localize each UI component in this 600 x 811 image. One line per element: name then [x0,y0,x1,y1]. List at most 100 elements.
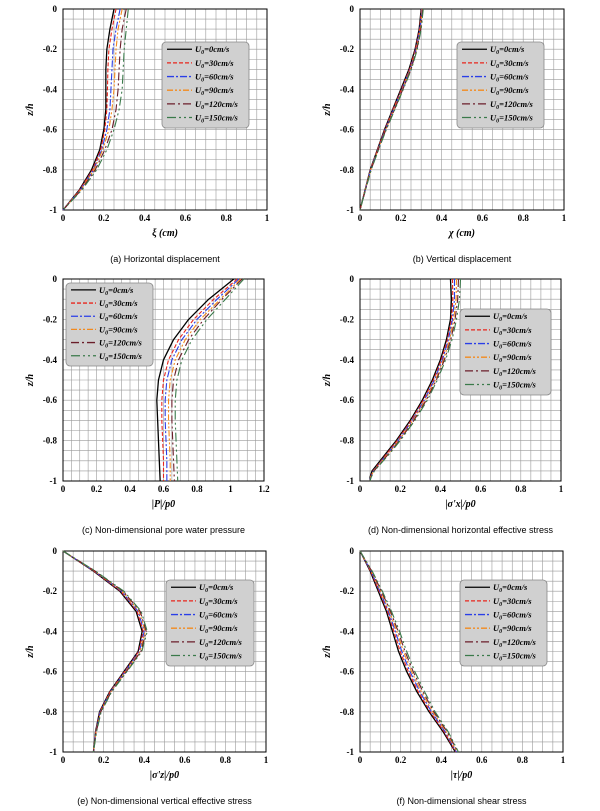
series-line-U0=0cm/s [156,278,235,482]
x-tick-label: 0.2 [395,213,407,223]
legend-label: U0=90cm/s [493,352,532,364]
legend-box [165,579,255,667]
series-line-U0=30cm/s [62,8,117,211]
legend-label: U0=30cm/s [493,325,532,337]
legend-label: U0=150cm/s [99,351,142,363]
y-tick-label: 0 [350,546,355,556]
y-tick-label: -0.8 [340,707,355,717]
x-axis-label: ξ (cm) [152,228,178,239]
series-line-U0=150cm/s [359,8,424,211]
y-tick-label: -1 [50,476,58,486]
y-tick-label: 0 [53,546,58,556]
series-line-U0=0cm/s [62,8,115,211]
y-tick-label: -1 [347,747,355,757]
x-tick-label: 0.8 [191,484,203,494]
legend-label: U0=30cm/s [99,298,138,310]
y-tick-label: -0.6 [43,395,58,405]
y-axis-label: z/h [25,645,36,659]
legend-d: U0=0cm/s U0=30cm/s U0=60cm/sU0=90cm/s U0=12… [459,308,552,396]
x-tick-label: 0 [61,484,66,494]
x-axis-label: |P|/p0 [152,499,175,510]
legend-box [161,41,250,129]
legend-box [456,41,545,129]
x-tick-label: 1.2 [258,484,270,494]
panel-caption: (c) Non-dimensional pore water pressure [82,525,245,535]
x-tick-label: 0.4 [435,484,447,494]
legend-label: U0=150cm/s [490,112,533,124]
legend-f: U0=0cm/s U0=30cm/s U0=60cm/sU0=90cm/s U0=12… [459,579,548,667]
series-line-U0=90cm/s [167,278,241,481]
legend-label: U0=60cm/s [490,72,529,84]
legend-label: U0=30cm/s [195,58,234,70]
chart-panel-f: 0 0.2 0.4 0.6 0.8 1 0 -0.2 -0.4 -0.6 -0.8 -1 |τ|/p0 z… [322,546,566,806]
panel-caption: (d) Non-dimensional horizontal effective… [368,525,553,535]
legend-label: U0=90cm/s [99,324,138,336]
x-tick-label: 1 [265,213,270,223]
y-tick-label: -0.2 [340,314,355,324]
y-tick-label: -0.4 [340,355,355,365]
x-tick-label: 0.8 [221,213,233,223]
legend-label: U0=150cm/s [493,379,536,391]
x-tick-label: 0.6 [179,755,191,765]
y-tick-label: -0.6 [43,125,58,135]
chart-panel-d: 0 0.2 0.4 0.6 0.8 1 0 -0.2 -0.4 -0.6 -0.8 -1 |σ'x|/p… [322,274,564,535]
y-tick-label: -1 [347,205,355,215]
panel-caption: (f) Non-dimensional shear stress [396,796,527,806]
legend-box [459,308,552,396]
legend-box [459,579,548,667]
x-tick-label: 0.6 [477,213,489,223]
x-tick-label: 0.4 [436,755,448,765]
x-tick-label: 0.6 [475,484,487,494]
x-axis-label: χ (cm) [447,228,475,239]
legend-label: U0=60cm/s [493,610,532,622]
x-tick-label: 0.6 [158,484,170,494]
legend-b: U0=0cm/s U0=30cm/s U0=60cm/sU0=90cm/s U0=12… [456,41,545,129]
legend-label: U0=30cm/s [199,596,238,608]
x-tick-label: 0.2 [98,213,110,223]
x-tick-label: 0.4 [139,755,151,765]
x-tick-label: 0.4 [124,484,136,494]
legend-label: U0=0cm/s [493,311,528,323]
series-line-U0=90cm/s [359,550,458,753]
chart-panel-e: 0 0.2 0.4 0.6 0.8 1 0 -0.2 -0.4 -0.6 -0.8 -1 |σ'z|/p… [25,546,269,806]
y-axis-label: z/h [322,103,333,117]
x-axis-label: |σ'z|/p0 [150,770,179,781]
legend-label: U0=0cm/s [195,44,230,56]
x-tick-label: 0.2 [91,484,103,494]
x-axis-label: |σ'x|/p0 [445,499,475,510]
plot-frame-a [62,8,268,211]
x-tick-label: 0.4 [139,213,151,223]
series-line-U0=120cm/s [171,278,243,482]
x-tick-label: 0.8 [517,755,529,765]
x-tick-label: 0.8 [220,755,232,765]
legend-label: U0=60cm/s [99,311,138,323]
series-line-U0=0cm/s [359,550,456,753]
y-tick-label: -0.8 [43,707,58,717]
x-tick-label: 0.2 [98,755,110,765]
legend-e: U0=0cm/s U0=30cm/s U0=60cm/sU0=90cm/s U0=12… [165,579,255,667]
legend-label: U0=0cm/s [490,44,525,56]
x-tick-label: 1 [559,484,564,494]
series-line-U0=60cm/s [359,550,457,753]
legend-label: U0=120cm/s [195,99,238,111]
x-tick-label: 0.6 [476,755,488,765]
legend-label: U0=150cm/s [195,112,238,124]
x-tick-label: 0 [61,755,66,765]
chart-panel-a: 0 0.2 0.4 0.6 0.8 1 0 -0.2 -0.4 -0.6 -0.8 -1 ξ (cm) z… [25,4,270,264]
y-tick-label: 0 [350,274,355,284]
y-tick-label: -0.4 [43,355,58,365]
legend-a: U0=0cm/s U0=30cm/s U0=60cm/sU0=90cm/s U0=12… [161,41,250,129]
legend-label: U0=0cm/s [493,582,528,594]
x-axis-label: |τ|/p0 [451,770,473,781]
series-line-U0=150cm/s [174,278,245,482]
series-line-U0=150cm/s [359,550,459,753]
x-tick-label: 1 [228,484,233,494]
series-line-U0=120cm/s [369,278,460,482]
panel-caption: (a) Horizontal displacement [110,254,220,264]
y-axis-label: z/h [322,645,333,659]
series-line-U0=90cm/s [62,8,123,211]
y-tick-label: -0.8 [340,165,355,175]
x-tick-label: 0.2 [395,484,407,494]
chart-panel-b: 0 0.2 0.4 0.6 0.8 1 0 -0.2 -0.4 -0.6 -0.8 -1 χ (cm) z… [322,4,567,264]
